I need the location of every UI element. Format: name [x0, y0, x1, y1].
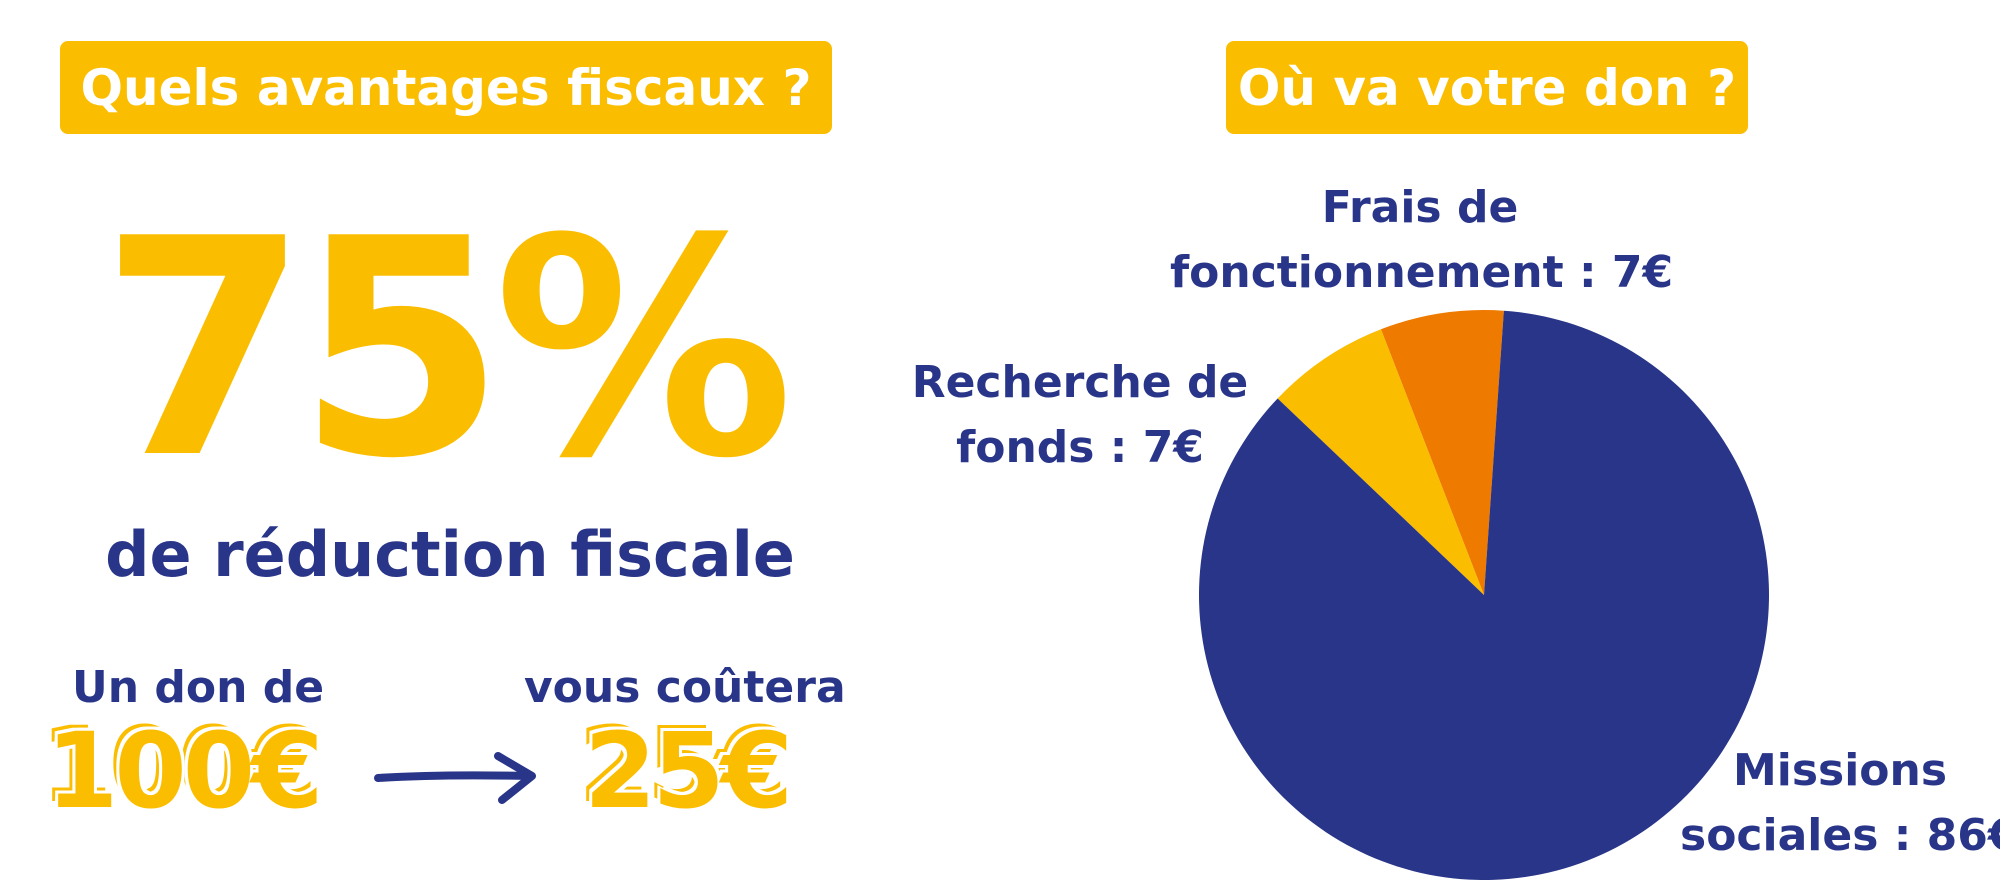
pie-slice-missions	[1199, 310, 1769, 881]
pie-slice-recherche	[1277, 329, 1484, 595]
pie-label-recherche-line1: Recherche de	[911, 357, 1249, 408]
don-amount: 100€	[46, 710, 323, 832]
cout-amount: 25€	[584, 710, 793, 832]
pie-label-frais-line2: fonctionnement : 7€	[1170, 247, 1674, 298]
don-label: Un don de	[72, 662, 325, 713]
big-percent: 75%	[100, 175, 794, 524]
pie-slice-frais	[1380, 310, 1504, 595]
pie-label-frais-line1: Frais de	[1321, 182, 1519, 233]
heading-avantages-fiscaux: Quels avantages fiscaux ?	[60, 41, 832, 134]
pie-label-recherche-line2: fonds : 7€	[956, 422, 1204, 473]
cout-label: vous coûtera	[524, 662, 846, 713]
pie-label-frais: Frais de fonctionnement : 7€	[1170, 175, 1674, 305]
pie-label-missions-line2: sociales : 86€	[1680, 810, 2000, 861]
pie-label-missions: Missions sociales : 86€	[1680, 738, 2000, 868]
heading-ou-va-don: Où va votre don ?	[1226, 41, 1748, 134]
pie-label-recherche: Recherche de fonds : 7€	[910, 350, 1250, 480]
arrow-right-icon	[374, 752, 536, 804]
subtitle-reduction: de réduction fiscale	[105, 518, 795, 591]
pie-label-missions-line1: Missions	[1732, 745, 1948, 796]
